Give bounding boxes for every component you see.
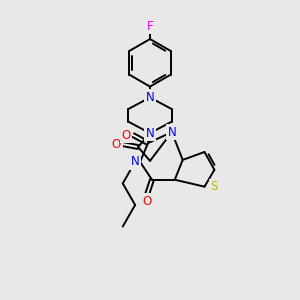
Text: F: F xyxy=(147,20,153,33)
Text: S: S xyxy=(211,180,218,193)
Text: N: N xyxy=(131,155,140,168)
Text: N: N xyxy=(167,126,176,139)
Text: O: O xyxy=(112,138,121,151)
Text: N: N xyxy=(146,91,154,104)
Text: O: O xyxy=(142,195,152,208)
Text: N: N xyxy=(146,127,154,140)
Text: O: O xyxy=(122,129,131,142)
